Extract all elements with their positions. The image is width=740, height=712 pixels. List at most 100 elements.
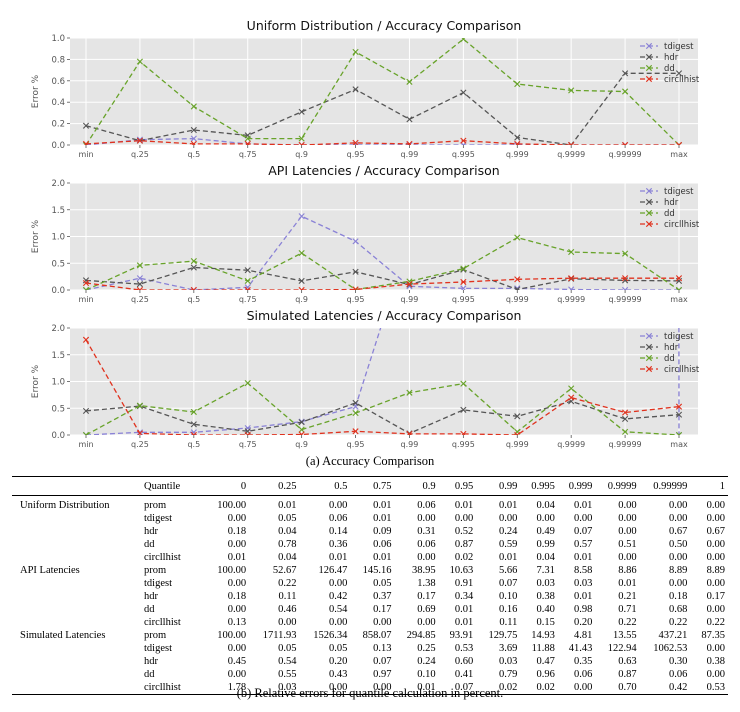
table-cell: 0.54: [300, 603, 351, 616]
table-row: tdigest 0.00 0.22 0.00 0.05 1.38 0.91 0.07 0.03 0…: [12, 577, 728, 590]
table-header-col: 0.25: [249, 477, 299, 496]
chart-title: Simulated Latencies / Accuracy Compariso…: [247, 308, 522, 323]
table-cell: 100.00: [205, 564, 249, 577]
table-cell: 0.16: [476, 603, 520, 616]
table-group-label: [12, 655, 141, 668]
table-cell: 0.31: [395, 525, 439, 538]
chart-title: Uniform Distribution / Accuracy Comparis…: [247, 18, 522, 33]
table-cell: 0.04: [520, 551, 558, 564]
relative-error-table: Quantile 0 0.25 0.5 0.75 0.9 0.95 0.99 0.995 0.9…: [12, 476, 728, 695]
table-cell: 0.10: [395, 668, 439, 681]
y-tick-label: 0.5: [51, 404, 65, 414]
y-tick-label: 1.0: [51, 233, 65, 243]
chart-panel: API Latencies / Accuracy Comparison0.00.…: [31, 163, 700, 304]
x-tick-label: q.5: [187, 440, 200, 449]
table-cell: 0.02: [439, 551, 477, 564]
table-row: circllhist 0.13 0.00 0.00 0.00 0.00 0.01 0.11 0.…: [12, 616, 728, 629]
table-cell: 0.50: [640, 538, 691, 551]
table-cell: 7.31: [520, 564, 558, 577]
table-cell: 0.00: [640, 551, 691, 564]
table-cell: 0.00: [205, 512, 249, 525]
y-tick-label: 1.5: [51, 351, 65, 361]
table-cell: 0.04: [520, 496, 558, 513]
table-cell: 0.35: [558, 655, 596, 668]
table-cell: 0.06: [395, 538, 439, 551]
table-cell: 0.00: [558, 512, 596, 525]
table-cell: 0.01: [350, 551, 394, 564]
table-cell: 0.00: [205, 603, 249, 616]
table-cell: 858.07: [350, 629, 394, 642]
x-tick-label: q.995: [452, 150, 475, 159]
chart-panel: Uniform Distribution / Accuracy Comparis…: [31, 18, 700, 159]
table-row: tdigest 0.00 0.05 0.05 0.13 0.25 0.53 3.69 11.88…: [12, 642, 728, 655]
table-cell: 0.07: [476, 577, 520, 590]
table-cell: 0.60: [439, 655, 477, 668]
table-cell: 0.13: [350, 642, 394, 655]
table-group-label: [12, 616, 141, 629]
table-cell: 0.96: [520, 668, 558, 681]
table-cell: 0.98: [558, 603, 596, 616]
table-group: Uniform Distribution prom 100.00 0.01 0.00 0.…: [12, 496, 728, 565]
table-cell-algorithm: tdigest: [141, 512, 205, 525]
table-cell: 0.05: [249, 642, 299, 655]
table-cell: 0.54: [249, 655, 299, 668]
table-cell: 0.49: [520, 525, 558, 538]
table-cell-algorithm: prom: [141, 496, 205, 513]
legend-label-circllhist: circllhist: [664, 365, 700, 375]
table-cell: 0.04: [249, 551, 299, 564]
table-group-label: [12, 551, 141, 564]
x-tick-label: min: [78, 150, 93, 159]
table-cell: 0.13: [205, 616, 249, 629]
y-axis-label: Error %: [31, 364, 41, 398]
table-header-col: 0.995: [520, 477, 558, 496]
table-cell: 1526.34: [300, 629, 351, 642]
table-cell: 0.59: [476, 538, 520, 551]
table-cell: 0.00: [205, 538, 249, 551]
x-tick-label: q.25: [131, 295, 149, 304]
y-tick-label: 0.2: [51, 120, 65, 130]
table-cell: 0.00: [350, 616, 394, 629]
table-cell: 0.00: [640, 577, 691, 590]
table-cell: 0.11: [249, 590, 299, 603]
table-cell: 0.05: [249, 512, 299, 525]
table-cell: 0.01: [476, 551, 520, 564]
table-cell: 0.22: [690, 616, 728, 629]
table-row: hdr 0.18 0.11 0.42 0.37 0.17 0.34 0.10 0.38 0.01 0…: [12, 590, 728, 603]
table-cell: 0.00: [205, 577, 249, 590]
y-tick-label: 0.8: [51, 55, 65, 65]
table-cell: 0.69: [395, 603, 439, 616]
x-tick-label: min: [78, 440, 93, 449]
y-tick-label: 2.0: [51, 324, 65, 334]
table-cell: 0.09: [350, 525, 394, 538]
table-cell: 0.52: [439, 525, 477, 538]
table-cell: 0.00: [690, 577, 728, 590]
table-cell: 0.18: [205, 590, 249, 603]
x-tick-label: q.999: [506, 295, 529, 304]
table-cell: 0.51: [595, 538, 639, 551]
table-cell: 0.01: [595, 577, 639, 590]
table-cell: 0.01: [350, 496, 394, 513]
table-group-label: [12, 668, 141, 681]
table-cell: 0.07: [350, 655, 394, 668]
table-header-col: 0.99999: [640, 477, 691, 496]
table-cell: 0.20: [300, 655, 351, 668]
table-cell: 0.63: [595, 655, 639, 668]
table-cell: 0.37: [350, 590, 394, 603]
table-cell: 0.97: [350, 668, 394, 681]
table-cell: 8.86: [595, 564, 639, 577]
y-tick-label: 1.0: [51, 378, 65, 388]
table-group-label: [12, 512, 141, 525]
table-cell: 0.25: [395, 642, 439, 655]
y-tick-label: 0.5: [51, 259, 65, 269]
y-axis-label: Error %: [31, 74, 41, 108]
legend-label-hdr: hdr: [664, 198, 679, 208]
table-group-label: [12, 577, 141, 590]
x-tick-label: q.9999: [557, 295, 585, 304]
x-tick-label: q.9: [295, 440, 308, 449]
x-tick-label: q.999: [506, 440, 529, 449]
table-group: Simulated Latencies prom 100.00 1711.93 1526…: [12, 629, 728, 695]
x-tick-label: max: [670, 295, 688, 304]
table-cell: 129.75: [476, 629, 520, 642]
table-cell: 0.91: [439, 577, 477, 590]
table-cell: 41.43: [558, 642, 596, 655]
